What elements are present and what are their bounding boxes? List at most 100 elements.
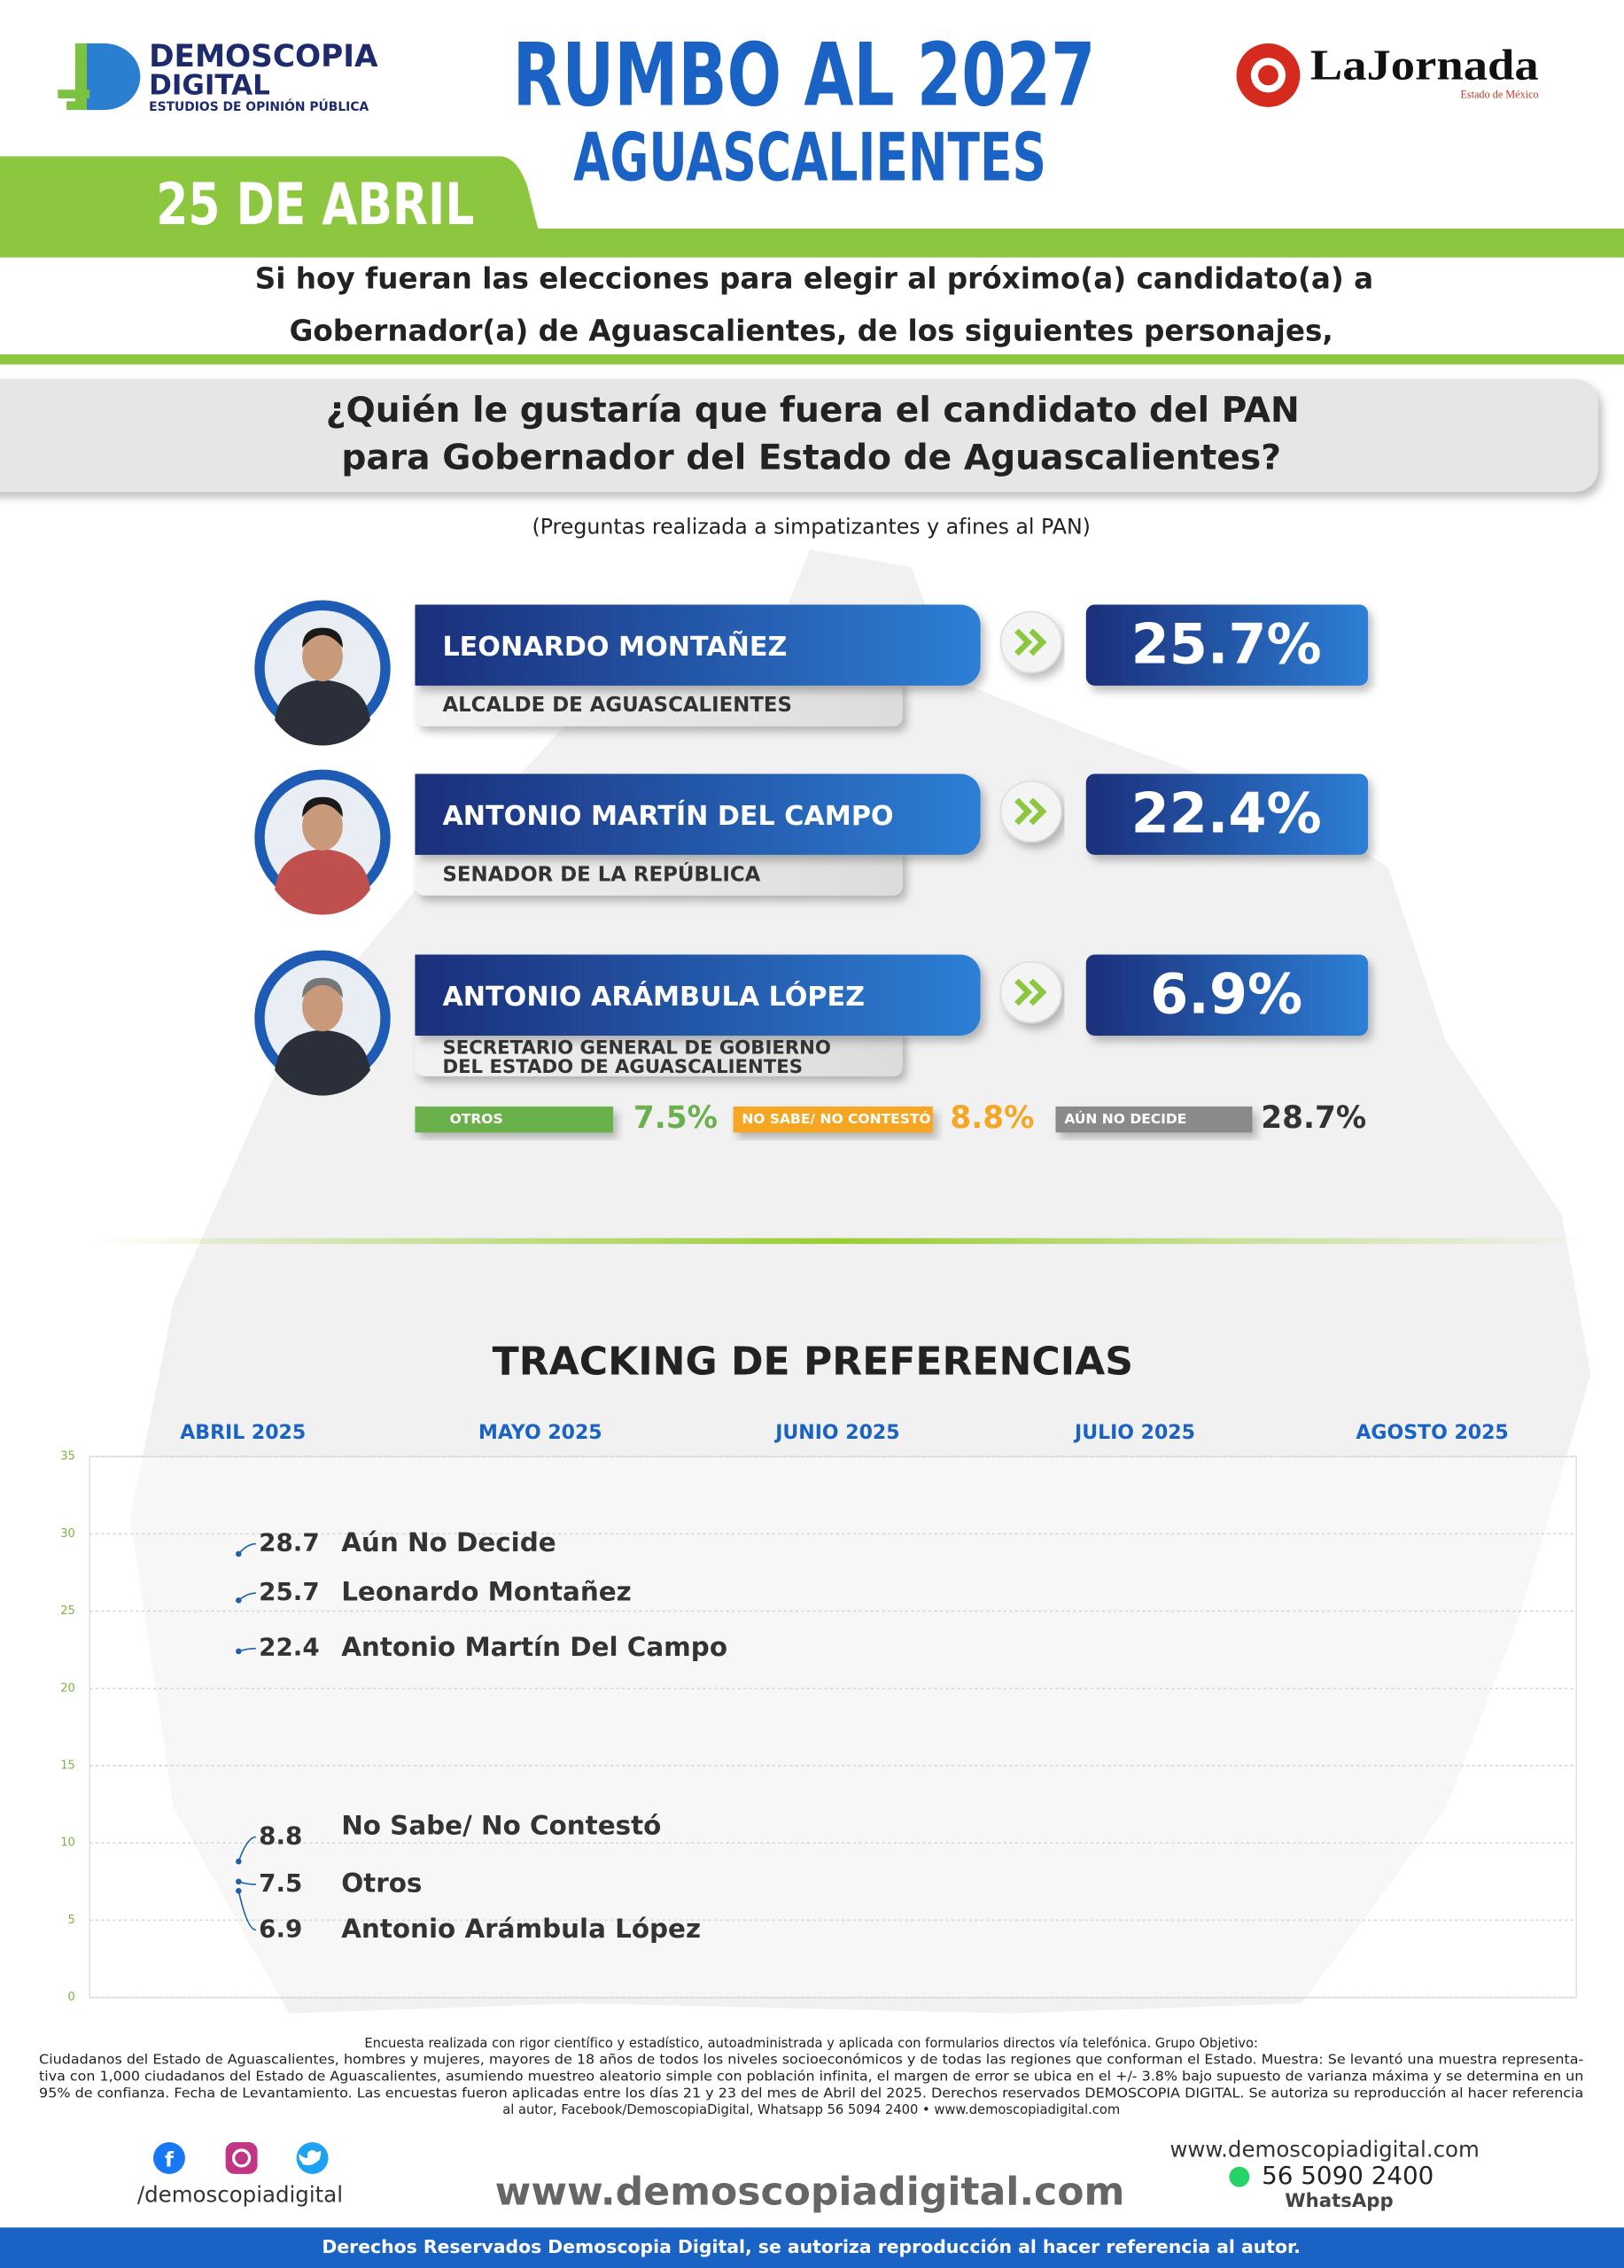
question-box [0, 378, 1598, 493]
x-tick-label: AGOSTO 2025 [1356, 1422, 1508, 1444]
connector [237, 1891, 257, 1931]
title: RUMBO AL 2027 [513, 25, 1096, 126]
phone-label: WhatsApp [1285, 2190, 1393, 2212]
person-head [302, 632, 343, 681]
rights: Derechos Reservados Demoscopia Digital, … [322, 2236, 1301, 2257]
note: (Preguntas realizada a simpatizantes y a… [532, 514, 1090, 539]
date: 25 DE ABRIL [156, 171, 474, 238]
series-name: No Sabe/ No Contestó [341, 1810, 661, 1840]
brand-tagline: ESTUDIOS DE OPINIÓN PÚBLICA [149, 98, 369, 114]
point [236, 1878, 242, 1885]
connector [237, 1836, 257, 1862]
subtitle: AGUASCALIENTES [573, 118, 1046, 196]
candidate-role: DEL ESTADO DE AGUASCALIENTES [442, 1056, 803, 1078]
others-bar [733, 1106, 933, 1133]
brand-second: DIGITAL [149, 69, 270, 101]
y-tick-label: 15 [60, 1759, 75, 1773]
person [275, 1029, 370, 1096]
role-bar [415, 846, 903, 896]
question-line: ¿Quién le gustaría que fuera el candidat… [326, 391, 1300, 431]
candidates: LEONARDO MONTAÑEZ ALCALDE DE AGUASCALIENT… [254, 600, 1369, 1096]
others-bar [1055, 1106, 1253, 1133]
others-value: 7.5% [633, 1100, 718, 1136]
value-box [1085, 773, 1369, 855]
candidate-name: ANTONIO ARÁMBULA LÓPEZ [442, 980, 865, 1013]
rights-bar [0, 2227, 1624, 2268]
x-tick-label: ABRIL 2025 [180, 1422, 306, 1444]
value-box [1085, 604, 1369, 686]
website: www.demoscopiadigital.com [495, 2170, 1125, 2215]
intro-line: Si hoy fueran las elecciones para elegir… [255, 262, 1373, 296]
others-bar [415, 1106, 614, 1133]
candidate-role: ALCALDE DE AGUASCALIENTES [442, 694, 791, 717]
methodology-line: Encuesta realizada con rigor científico … [364, 2036, 1258, 2051]
series-name: Antonio Martín Del Campo [341, 1632, 727, 1662]
others-label: AÚN NO DECIDE [1064, 1110, 1186, 1127]
partner: LaJornada [1310, 41, 1539, 89]
candidate-value: 6.9% [1150, 962, 1302, 1027]
chart-title: TRACKING DE PREFERENCIAS [493, 1340, 1133, 1385]
person-head [302, 982, 343, 1032]
series-name: Otros [341, 1868, 422, 1899]
question-line: para Gobernador del Estado de Aguascalie… [341, 439, 1281, 478]
y-tick-label: 35 [60, 1450, 75, 1464]
plot-area [89, 1456, 1577, 1999]
person-hair [302, 627, 343, 649]
point-label: 6.9 [259, 1914, 302, 1943]
series-name: Aún No Decide [341, 1527, 556, 1557]
svg-text:f: f [165, 2149, 175, 2172]
whatsapp-icon [1229, 2166, 1250, 2187]
date-band [0, 156, 1624, 258]
others-label: OTROS [450, 1111, 503, 1127]
y-tick-label: 20 [60, 1682, 75, 1695]
value-box [1085, 954, 1369, 1036]
arrow [1014, 978, 1047, 1006]
brand: DEMOSCOPIA [149, 39, 378, 74]
methodology: Encuesta realizada con rigor científico … [39, 2036, 1583, 2117]
role-bar [415, 1027, 903, 1076]
point-label: 8.8 [259, 1821, 302, 1850]
candidate-name: LEONARDO MONTAÑEZ [442, 630, 787, 663]
partner-tagline: Estado de México [1460, 89, 1538, 101]
point-label: 7.5 [259, 1868, 302, 1898]
name-bar [415, 604, 981, 686]
divider [86, 1238, 1591, 1245]
methodology-line: al autor, Facebook/DemoscopiaDigital, Wh… [502, 2102, 1120, 2117]
person [275, 680, 370, 746]
others-value: 8.8% [950, 1100, 1034, 1136]
role-bar [415, 677, 903, 726]
person-hair [302, 977, 343, 998]
brand-logo [58, 43, 141, 111]
arrow [1014, 628, 1047, 656]
name-bar [415, 773, 981, 855]
point [236, 1858, 242, 1865]
y-tick-label: 5 [68, 1914, 75, 1927]
y-tick-label: 10 [60, 1837, 75, 1850]
methodology-line: tiva con 1,000 ciudadanos del Estado de … [39, 2069, 1583, 2084]
x-tick-label: MAYO 2025 [478, 1422, 602, 1444]
point [236, 1888, 242, 1894]
website-small: www.demoscopiadigital.com [1169, 2137, 1480, 2163]
series-name: Leonardo Montañez [341, 1577, 632, 1607]
others-value: 28.7% [1261, 1100, 1366, 1136]
point-label: 22.4 [259, 1633, 319, 1662]
partner-logo [1236, 43, 1301, 107]
x-tick-label: JUNIO 2025 [773, 1422, 899, 1444]
methodology-line: 95% de confianza. Fecha de Levantamiento… [39, 2085, 1583, 2101]
y-tick-label: 30 [60, 1527, 75, 1541]
candidate-role: SECRETARIO GENERAL DE GOBIERNO [442, 1037, 831, 1060]
others: OTROS 7.5% NO SABE/ NO CONTESTÓ 8.8% AÚN NO … [415, 1100, 1366, 1136]
point-label: 25.7 [259, 1577, 319, 1606]
separator [0, 354, 1624, 365]
candidate-value: 22.4% [1131, 781, 1322, 846]
others-label: NO SABE/ NO CONTESTÓ [742, 1110, 930, 1127]
social-icons: f [153, 2141, 329, 2174]
methodology-line: Ciudadanos del Estado de Aguascalientes,… [39, 2053, 1583, 2068]
phone: 56 5090 2400 [1262, 2161, 1434, 2190]
map-silhouette [129, 549, 1591, 2014]
chart: 0 5 10 15 20 25 30 35 ABRIL 2025 MAYO 2025 JUNIO 2… [60, 1422, 1577, 2004]
candidate-name: ANTONIO MARTÍN DEL CAMPO [442, 800, 893, 832]
point [236, 1550, 242, 1557]
